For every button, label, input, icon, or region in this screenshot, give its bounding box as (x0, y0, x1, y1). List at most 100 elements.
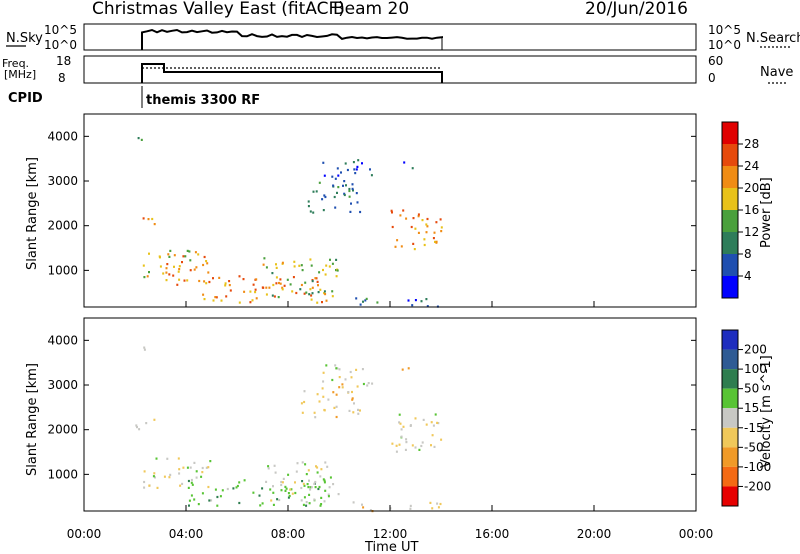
echo-cell (413, 248, 416, 251)
echo-cell (390, 209, 393, 212)
echo-cell (310, 298, 313, 301)
echo-cell (145, 422, 148, 425)
echo-cell (191, 483, 194, 486)
echo-cell (301, 269, 304, 272)
echo-cell (251, 299, 254, 302)
echo-cell (194, 251, 197, 254)
echo-cell (182, 466, 185, 469)
echo-cell (287, 473, 290, 476)
echo-cell (351, 390, 353, 394)
echo-cell (219, 495, 222, 498)
echo-cell (303, 390, 306, 393)
echo-cell (168, 255, 171, 258)
echo-cell (391, 211, 393, 214)
cpid-label: CPID (8, 91, 43, 106)
echo-cell (262, 263, 265, 266)
x-tick-label: 12:00 (373, 527, 408, 541)
echo-cell (302, 482, 305, 485)
echo-cell (261, 286, 264, 289)
colorbar-segment (722, 254, 738, 276)
echo-cell (425, 223, 428, 226)
colorbar-segment (722, 369, 738, 389)
colorbar-tick-label: 12 (744, 225, 759, 239)
echo-cell (278, 498, 281, 502)
echo-cell (420, 300, 423, 303)
echo-cell (313, 482, 316, 485)
echo-cell (278, 281, 280, 285)
echo-cell (347, 391, 350, 394)
echo-cell (151, 217, 154, 221)
echo-cell (348, 189, 351, 193)
echo-cell (302, 503, 305, 506)
echo-cell (336, 167, 339, 170)
echo-cell (308, 493, 311, 496)
colorbar-segment (722, 330, 738, 350)
echo-cell (287, 496, 290, 499)
echo-cell (159, 265, 162, 268)
echo-cell (142, 217, 145, 220)
colorbar-segment (722, 388, 738, 409)
echo-cell (391, 225, 394, 229)
echo-cell (324, 293, 327, 296)
echo-cell (362, 382, 365, 386)
echo-cell (400, 245, 403, 248)
echo-cell (265, 480, 268, 483)
echo-cell (317, 284, 319, 287)
colorbar-frame (721, 329, 739, 507)
y-tick-label: 4000 (47, 129, 78, 143)
echo-cell (285, 487, 288, 490)
echo-cell (224, 284, 227, 287)
echo-cell (440, 230, 443, 233)
echo-cell (361, 162, 363, 165)
echo-cell (367, 382, 370, 385)
colorbar-segment (722, 122, 738, 144)
echo-cell (335, 393, 338, 396)
echo-cell (232, 487, 235, 490)
echo-cell (138, 428, 141, 431)
y-tick-label: 2000 (47, 219, 78, 233)
echo-cell (272, 503, 275, 506)
echo-cell (409, 507, 412, 510)
echo-cell (369, 168, 371, 171)
echo-cell (201, 471, 204, 474)
echo-cell (214, 296, 217, 299)
echo-cell (410, 225, 413, 229)
echo-cell (294, 491, 297, 495)
echo-cell (405, 217, 408, 220)
echo-cell (173, 254, 176, 257)
echo-cell (177, 457, 180, 460)
y-tick-label: 1000 (47, 263, 78, 277)
echo-cell (348, 187, 351, 191)
echo-cell (308, 502, 311, 505)
echo-cell (432, 424, 435, 427)
x-tick-label: 20:00 (577, 527, 612, 541)
echo-cell (430, 444, 432, 447)
echo-cell (371, 382, 374, 385)
echo-cell (168, 273, 171, 276)
echo-cell (228, 280, 231, 283)
echo-cell (314, 416, 317, 419)
echo-cell (178, 472, 181, 475)
echo-cell (327, 398, 330, 401)
colorbar-tick-label: 24 (744, 159, 759, 173)
echo-cell (323, 479, 326, 482)
echo-cell (417, 213, 420, 216)
echo-cell (303, 400, 306, 404)
echo-cell (286, 278, 289, 281)
echo-cell (243, 290, 246, 293)
echo-cell (433, 231, 436, 234)
echo-cell (356, 201, 359, 204)
echo-cell (316, 471, 319, 474)
echo-cell (334, 206, 337, 209)
power-colorbar-label: Power [dB] (759, 177, 774, 248)
echo-cell (421, 441, 424, 444)
echo-cell (275, 263, 277, 266)
echo-cell (165, 267, 168, 270)
freq-tick-bottom: 8 (58, 71, 66, 85)
echo-cell (437, 422, 440, 425)
echo-cell (352, 501, 355, 504)
echo-cell (205, 282, 208, 285)
echo-cell (294, 481, 296, 484)
echo-cell (353, 402, 355, 405)
colorbar-tick-label: 200 (744, 343, 767, 357)
